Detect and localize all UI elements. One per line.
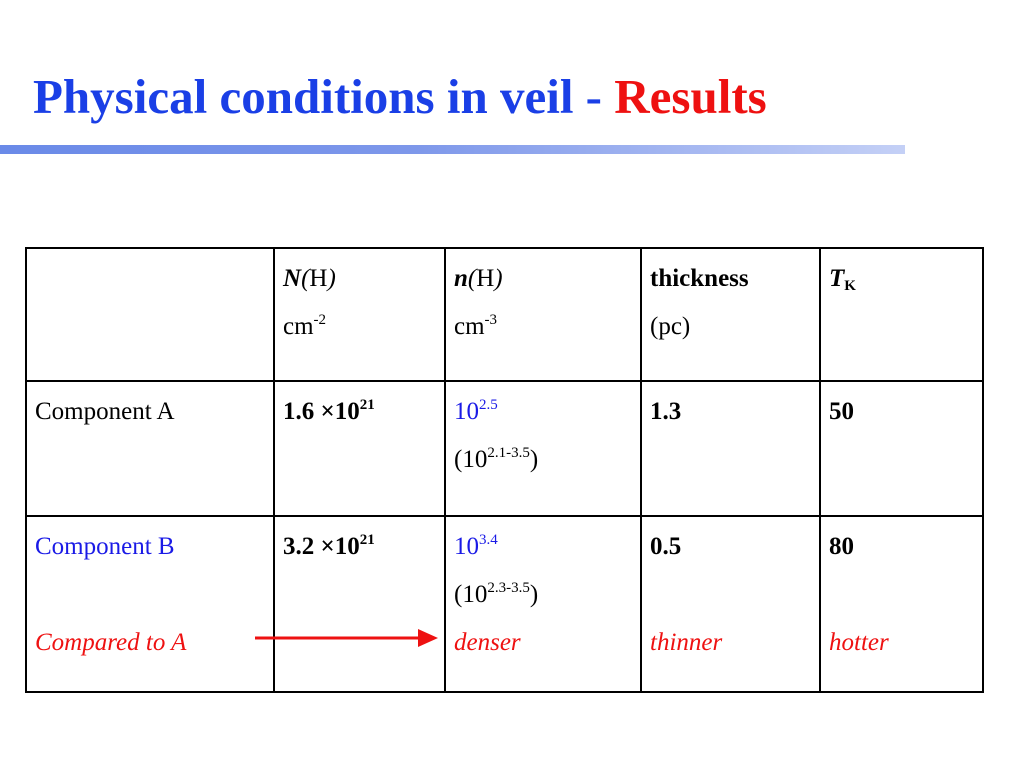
compared-to-a-label: Compared to A [35, 629, 187, 656]
column-density-unit: cm [283, 313, 314, 340]
cell-number-density-a: 102.5 (102.1-3.5) [444, 380, 642, 517]
table-header-row: N(H) cm-2 n(H) cm-3 thickness (pc) TK [25, 247, 984, 382]
page-title-highlight: Results [614, 69, 767, 124]
cell-temperature-a: 50 [819, 380, 984, 517]
table-row-component-a: Component A 1.6 ×1021 102.5 (102.1-3.5) … [25, 380, 984, 517]
cell-thickness-a: 1.3 [640, 380, 821, 517]
number-density-unit: cm [454, 313, 485, 340]
table-row-component-b: Component B Compared to A 3.2 ×1021 103.… [25, 515, 984, 693]
column-density-symbol: N [283, 265, 302, 292]
comparison-density: denser [454, 629, 521, 656]
temperature-symbol: T [829, 265, 845, 292]
row-label-component-a: Component A [25, 380, 275, 517]
header-thickness: thickness (pc) [640, 247, 821, 382]
page-title-main: Physical conditions in veil - [33, 69, 615, 124]
header-number-density: n(H) cm-3 [444, 247, 642, 382]
page-title: Physical conditions in veil - Results [33, 70, 767, 124]
cell-column-density-b: 3.2 ×1021 [273, 515, 446, 693]
header-temperature: TK [819, 247, 984, 382]
number-density-symbol: n [454, 265, 468, 292]
comparison-thickness: thinner [650, 629, 723, 656]
cell-thickness-b: 0.5 thinner [640, 515, 821, 693]
results-table: N(H) cm-2 n(H) cm-3 thickness (pc) TK Co… [25, 247, 984, 693]
header-column-density: N(H) cm-2 [273, 247, 446, 382]
row-label-component-b: Component B Compared to A [25, 515, 275, 693]
title-underline [0, 145, 905, 154]
cell-temperature-b: 80 hotter [819, 515, 984, 693]
cell-number-density-b: 103.4 (102.3-3.5) denser [444, 515, 642, 693]
header-empty-cell [25, 247, 275, 382]
comparison-temperature: hotter [829, 629, 889, 656]
comparison-arrow-icon [255, 629, 438, 647]
cell-column-density-a: 1.6 ×1021 [273, 380, 446, 517]
